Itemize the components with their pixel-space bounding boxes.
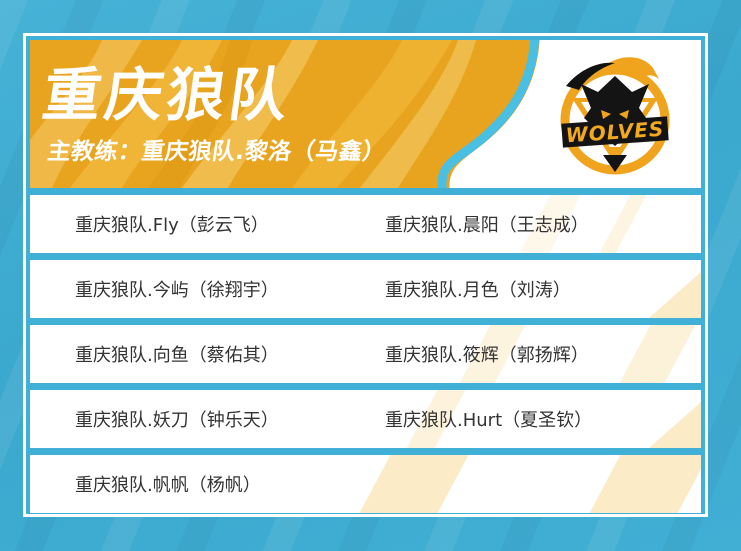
stripe-decoration <box>586 455 701 513</box>
logo-wolf-head-curl <box>604 57 659 81</box>
corner-triangle-decoration <box>649 402 701 448</box>
roster-row-4: 重庆狼队.妖刀（钟乐天） 重庆狼队.Hurt（夏圣钦） <box>30 390 701 448</box>
player-name: 重庆狼队.向鱼（蔡佑其） <box>75 345 279 366</box>
player-name: 重庆狼队.月色（刘涛） <box>385 280 571 301</box>
roster-row-2: 重庆狼队.今屿（徐翔宇） 重庆狼队.月色（刘涛） <box>30 260 701 318</box>
team-title: 重庆狼队 <box>38 61 297 129</box>
corner-triangle-decoration <box>649 272 701 318</box>
team-roster-card: 重庆狼队 主教练：重庆狼队.黎洛（马鑫） WOLVES <box>23 33 708 517</box>
player-name: 重庆狼队.晨阳（王志成） <box>385 215 589 236</box>
roster-rows: 重庆狼队.Fly（彭云飞） 重庆狼队.晨阳（王志成） 重庆狼队.今屿（徐翔宇） … <box>30 195 701 513</box>
logo-banner: WOLVES <box>561 116 669 148</box>
logo-wordmark: WOLVES <box>565 117 665 148</box>
card-header: 重庆狼队 主教练：重庆狼队.黎洛（马鑫） WOLVES <box>30 40 701 188</box>
player-name: 重庆狼队.Fly（彭云飞） <box>75 215 269 236</box>
player-name: 重庆狼队.妖刀（钟乐天） <box>75 410 279 431</box>
player-name: 重庆狼队.今屿（徐翔宇） <box>75 280 279 301</box>
player-name: 重庆狼队.帆帆（杨帆） <box>75 475 261 496</box>
player-name: 重庆狼队.Hurt（夏圣钦） <box>385 410 593 431</box>
wolves-team-logo: WOLVES <box>560 57 670 175</box>
coach-line: 主教练：重庆狼队.黎洛（马鑫） <box>45 139 388 165</box>
roster-row-1: 重庆狼队.Fly（彭云飞） 重庆狼队.晨阳（王志成） <box>30 195 701 253</box>
roster-row-5: 重庆狼队.帆帆（杨帆） <box>30 455 701 513</box>
stripe-decoration <box>356 455 472 513</box>
logo-black-swoosh <box>566 62 615 90</box>
player-name: 重庆狼队.筱辉（郭扬辉） <box>385 345 589 366</box>
roster-row-3: 重庆狼队.向鱼（蔡佑其） 重庆狼队.筱辉（郭扬辉） <box>30 325 701 383</box>
